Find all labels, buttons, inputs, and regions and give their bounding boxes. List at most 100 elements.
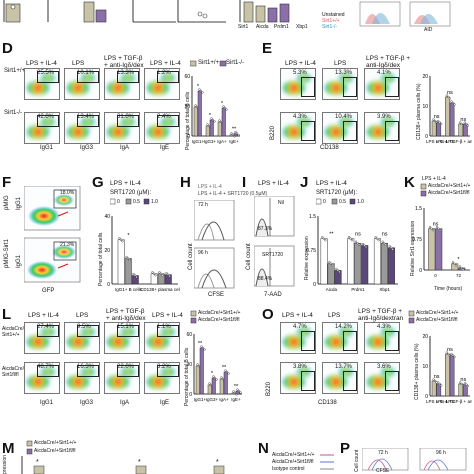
data-point: [234, 130, 237, 134]
significance-label: ns: [382, 232, 388, 238]
data-point: [237, 389, 241, 393]
data-point: [213, 120, 216, 123]
d-xlabel-2: IgA: [120, 145, 130, 151]
data-point: [460, 122, 463, 126]
data-point: [208, 382, 211, 385]
bar: [211, 377, 216, 395]
d-facs-plot: 13.4%: [64, 112, 100, 144]
data-point: [233, 391, 237, 394]
y-tick-label: 0: [425, 394, 428, 400]
f-ylabel-0: IgG1: [16, 196, 22, 210]
d-row-wt: Sirt1+/+: [4, 68, 26, 74]
bar: [428, 228, 436, 271]
data-point: [440, 384, 443, 387]
y-tick-label: 0: [419, 268, 422, 274]
data-point: [374, 236, 377, 239]
data-point: [388, 245, 391, 248]
top-label-aicda: Aicda: [256, 24, 269, 30]
k-ylabel: Relative Sirt1 expression: [410, 220, 416, 276]
y-tick-label: 0.75: [306, 248, 316, 254]
g-leg-2: 1.0: [151, 199, 158, 205]
y-tick-label: 30: [186, 362, 192, 368]
data-point: [213, 376, 217, 380]
data-point: [230, 132, 233, 135]
data-point: [154, 274, 157, 277]
d-facs-plot: 31.0%: [104, 112, 140, 144]
bar: [199, 347, 204, 395]
f-row-0: pMIG: [4, 195, 10, 210]
data-point: [218, 119, 221, 122]
facs-percentage: 13.3%: [335, 70, 353, 76]
k-cond: LPS + IL-4: [422, 176, 446, 182]
l-cond-0: LPS + IL-4: [28, 312, 59, 319]
significance-label: *: [457, 257, 460, 263]
l-xlabel-3: IgE: [160, 400, 170, 406]
y-tick-label: 60: [186, 332, 192, 338]
d-cond-2: LPS + TGF-β + anti-Igδ/dex: [104, 55, 144, 69]
facs-percentage: 1.1%: [157, 324, 171, 330]
data-point: [445, 351, 448, 354]
m-legend-0: AicdaCre/+Sirt1+/+: [34, 440, 77, 446]
data-point: [390, 246, 393, 249]
p-time-0: 72 h: [378, 450, 388, 456]
l-row-ko: AicdaCre/+ Sirt1fl/fl: [2, 366, 27, 378]
data-point: [361, 242, 365, 246]
data-point: [200, 345, 203, 348]
bar: [219, 378, 224, 395]
data-point: [224, 369, 227, 372]
l-xlabel-0: IgG1: [40, 400, 54, 406]
e-facs-plot: 4.3%: [280, 112, 316, 144]
x-tick-label: LPS + TGF-β + anti-Igδ/dex: [436, 139, 472, 144]
d-cond-0: LPS + IL-4: [26, 60, 57, 67]
g-legend-title: SRT1720 (μM):: [110, 190, 152, 196]
data-point: [135, 275, 138, 279]
l-cond-1: LPS: [76, 312, 89, 319]
bar: [431, 120, 437, 137]
data-point: [329, 262, 332, 265]
e-facs-plot: 5.3%: [280, 68, 316, 100]
data-point: [236, 388, 239, 391]
data-point: [453, 103, 456, 106]
e-ylabel-chart: CD138+ plasma cells (%): [416, 83, 422, 140]
data-point: [220, 376, 223, 379]
h-histograms: [194, 200, 235, 289]
data-point: [196, 363, 199, 366]
top-legend-ko: Sirt1-/-: [322, 24, 337, 30]
y-tick-label: 0: [189, 392, 192, 398]
m-chart-partial: * * *: [21, 456, 225, 474]
panel-o-label: O: [262, 306, 274, 323]
data-point: [338, 270, 341, 273]
panel-e-label: E: [262, 40, 273, 57]
x-tick-label: LPS + IL-4: [426, 399, 448, 404]
data-point: [322, 237, 325, 240]
o-legend-swatches: [408, 310, 415, 324]
data-point: [237, 133, 240, 137]
m-legend-1: AicdaCre/+Sirt1fl/fl: [34, 448, 76, 454]
h-ylabel: Cell count: [188, 243, 194, 270]
bar: [431, 380, 437, 397]
data-point: [432, 378, 435, 381]
data-point: [126, 257, 130, 260]
bar: [327, 263, 335, 285]
data-point: [225, 370, 229, 374]
g-ylabel: Percentage of total cells: [98, 232, 104, 286]
l-legend-0: AicdaCre/+Sirt1+/+: [198, 310, 241, 316]
data-point: [450, 100, 453, 103]
data-point: [447, 95, 450, 99]
panel-d-label: D: [2, 40, 13, 57]
k-bar-chart: 0 0.75 1.5 ns 0 * 72: [412, 206, 470, 278]
h-legend-0: LPS + IL-4: [198, 184, 222, 190]
y-tick-label: 0: [313, 282, 316, 288]
x-tick-label: IgA+: [217, 139, 227, 144]
h-xlabel: CFSE: [208, 292, 225, 298]
bar: [124, 258, 132, 285]
facs-percentage: 1.2%: [157, 70, 171, 76]
significance-label: *: [209, 113, 212, 119]
significance-label: *: [221, 101, 224, 107]
data-point: [151, 271, 154, 274]
p-time-1: 96 h: [436, 450, 446, 456]
data-point: [466, 124, 469, 127]
bar: [334, 270, 342, 285]
data-point: [461, 268, 465, 271]
data-point: [215, 378, 218, 381]
